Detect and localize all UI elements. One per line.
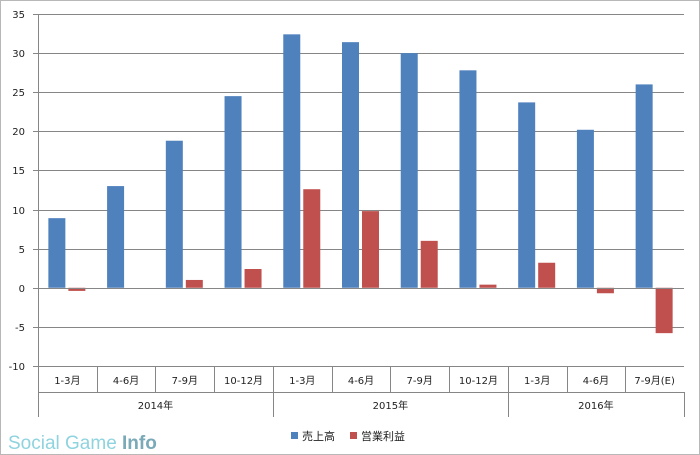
y-tick-label-8: 30	[12, 49, 25, 60]
category-label-2: 7-9月	[172, 375, 198, 387]
category-label-4: 1-3月	[289, 375, 315, 387]
year-label-2: 2016年	[578, 399, 613, 412]
year-label-1: 2015年	[373, 399, 408, 412]
bar-s0-c6	[400, 53, 418, 288]
axes	[33, 14, 685, 417]
watermark-text-info: Info	[122, 433, 157, 454]
watermark-text-social-game: Social Game	[8, 433, 117, 454]
bar-s1-c7	[479, 284, 497, 288]
y-tick-label-7: 25	[12, 88, 25, 99]
legend-label-operating-profit: 営業利益	[361, 429, 405, 443]
bar-s0-c2	[165, 140, 183, 288]
bar-s1-c6	[420, 240, 438, 288]
legend-swatch-operating-profit	[350, 432, 357, 439]
bar-s0-c8	[518, 102, 536, 288]
y-tick-label-9: 35	[12, 10, 25, 21]
bar-s0-c1	[107, 186, 125, 288]
y-tick-label-5: 15	[12, 166, 25, 177]
bar-s1-c5	[362, 211, 379, 288]
category-label-5: 4-6月	[348, 375, 374, 387]
y-tick-label-3: 5	[19, 245, 25, 256]
bar-s1-c8	[538, 262, 556, 288]
bar-s0-c5	[342, 42, 359, 288]
year-group-labels: 2014年 2015年 2016年	[138, 399, 614, 412]
bar-s1-c0	[68, 287, 86, 291]
category-label-10: 7-9月(E)	[634, 375, 675, 387]
bar-s0-c0	[48, 218, 66, 288]
bar-s1-c10	[655, 287, 673, 334]
y-tick-label-1: -5	[15, 323, 25, 334]
bar-s1-c9	[596, 287, 614, 294]
bar-s1-c3	[244, 269, 262, 288]
category-label-1: 4-6月	[113, 375, 139, 387]
category-label-7: 10-12月	[459, 375, 498, 387]
y-axis-tick-labels: -10 -5 0 5 10 15 20 25 30 35	[9, 10, 25, 373]
category-label-3: 10-12月	[224, 375, 263, 387]
bars	[48, 34, 673, 334]
category-label-0: 1-3月	[54, 375, 80, 387]
category-label-9: 4-6月	[583, 375, 609, 387]
category-labels: 1-3月 4-6月 7-9月 10-12月 1-3月 4-6月 7-9月 10-12月 1-3月…	[54, 375, 675, 387]
y-tick-label-6: 20	[12, 127, 25, 138]
bar-s1-c4	[303, 189, 321, 288]
legend-swatch-sales	[291, 432, 298, 439]
bar-s0-c4	[283, 34, 301, 288]
legend-label-sales: 売上高	[302, 429, 335, 443]
y-tick-label-0: -10	[9, 362, 25, 373]
category-label-8: 1-3月	[524, 375, 550, 387]
legend: 売上高 営業利益	[291, 429, 405, 443]
bar-s0-c10	[635, 84, 653, 288]
category-label-6: 7-9月	[407, 375, 433, 387]
y-tick-label-4: 10	[12, 206, 25, 217]
bar-s0-c7	[459, 70, 477, 288]
bar-s0-c9	[576, 129, 594, 288]
year-label-0: 2014年	[138, 399, 173, 412]
y-tick-label-2: 0	[19, 284, 25, 295]
bar-s0-c3	[224, 96, 242, 288]
bar-s1-c2	[185, 279, 203, 288]
watermark-logo: Social Game Info	[8, 433, 157, 454]
